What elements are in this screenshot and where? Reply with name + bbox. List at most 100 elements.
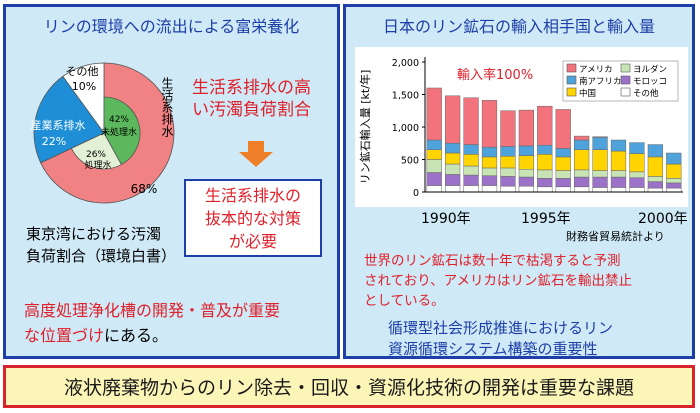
import-bar-chart: リン鉱石輸入量 [kt/年] 0 500 1,000 1,500 2,000 輸入率100%… [358,57,683,199]
bar-segment [610,139,627,152]
bar-segment [537,154,553,171]
highlight-line-1: 生活系排水の高 [192,78,311,98]
bar-segment [500,110,516,147]
bar-segment [426,87,442,141]
import-chart-area: リン鉱石輸入量 [kt/年] 0 500 1,000 1,500 2,000 輸入率100%… [355,47,688,207]
pie-value-industrial: 22% [42,135,66,148]
bar-segment [537,105,553,146]
bar-segment [481,100,498,148]
bar-segment [463,154,479,167]
pie-inner-treated [70,132,122,170]
bar-segment [463,165,479,176]
bar-segment [629,153,645,173]
bar-segment [629,142,645,154]
pie-value-treated: 26% [86,150,106,160]
bar-segment [537,178,553,188]
bar-segment [463,144,479,155]
bar-segment [518,176,534,187]
box-line-3: が必要 [228,232,277,251]
bar-segment [647,156,663,177]
conclusion-line-1: 循環型社会形成推進におけるリン [388,319,614,337]
bottom-line-2-highlight: な位置づけ [24,326,105,345]
bar-segment [481,146,498,158]
bar-segment [666,163,682,179]
bar-segment [666,152,682,165]
bar-segment [518,145,534,156]
bar-segment [647,144,663,158]
y-tick-label: 1,500 [392,91,419,102]
bar-segment [555,156,571,171]
bar-segment [592,149,608,171]
note-line-3: としている。 [364,293,445,309]
bottom-line-1: 高度処理浄化槽の開発・普及が重要 [24,301,281,320]
box-line-2: 抜本的な対策 [204,209,301,228]
legend-swatch [566,75,577,85]
bar-segment [537,144,553,155]
bar-segment [426,139,442,150]
legend-label: その他 [633,88,659,99]
bar-segment [518,185,534,193]
bar-segment [592,136,608,138]
bar-segment [445,143,461,154]
pie-label-domestic: 生活系排水 [160,77,174,137]
legend-label: ヨルダン [633,64,667,75]
pie-inner-untreated [103,96,141,166]
bar-segment [629,187,645,193]
bar-segment [666,182,682,189]
bar-segment [647,176,663,182]
pie-value-other: 10% [72,80,96,93]
legend-label: 中国 [579,88,596,99]
chart-annotation: 輸入率100% [457,67,533,83]
y-tick-label: 0 [413,188,419,199]
bar-segment [463,185,479,193]
bar-segment [518,169,534,178]
conclusion-banner: 液状廃棄物からのリン除去・回収・資源化技術の開発は重要な課題 [3,365,695,408]
left-title: リンの環境への流出による富栄養化 [43,17,300,36]
bar-segment [610,150,627,171]
legend-swatch [620,63,631,73]
bar-segment [426,185,442,193]
right-title: 日本のリン鉱石の輸入相手国と輸入量 [382,17,655,36]
bar-segment [592,137,608,151]
pie-value-domestic: 68% [131,182,158,196]
measures-box: 生活系排水の 抜本的な対策 が必要 [184,179,322,257]
source-line-2: 負荷割合（環境白書） [26,247,177,265]
bar-segment [500,176,516,187]
bar-segment [445,185,461,193]
bar-segment [426,159,442,173]
pie-slice-other [62,62,105,135]
bar-segment [666,187,682,193]
bar-segment [426,149,442,160]
pie-label-treated: 処理水 [84,159,111,171]
bar-segment [647,181,663,189]
bar-segment [555,170,571,179]
pie-label-other: その他 [66,65,99,78]
bar-segment [481,185,498,193]
bar-segment [537,169,553,179]
bottom-line-2-rest: にある。 [104,326,169,345]
bar-segment [463,174,479,186]
bar-segment [500,167,516,177]
bar-segment [574,169,590,178]
bar-segment [555,148,571,158]
legend-swatch [620,87,631,97]
note-line-1: 世界のリン鉱石は数十年で枯渇すると予測 [364,253,621,269]
highlight-line-2: い汚濁負荷割合 [192,100,311,120]
y-tick-label: 500 [401,156,419,167]
bar-segment [537,186,553,193]
legend-swatch [566,63,577,73]
bar-segment [574,186,590,193]
box-line-1: 生活系排水の [204,186,301,205]
bar-segment [445,174,461,186]
source-line-1: 東京湾における汚濁 [26,225,162,243]
bar-segment [574,176,590,188]
pie-value-untreated: 42% [109,115,129,125]
bar-segment [481,167,498,176]
bar-segment [500,146,516,157]
chart-source: 財務省貿易統計より [566,230,665,243]
pie-label-industrial: 産業系排水 [31,118,86,132]
conclusion-line-2: 資源循環システム構築の重要性 [388,340,598,358]
right-panel: 日本のリン鉱石の輸入相手国と輸入量 リン鉱石輸入量 [kt/年] 0 500 1,00… [343,4,695,359]
bar-segment [481,156,498,169]
legend-label: モロッコ [633,77,667,87]
